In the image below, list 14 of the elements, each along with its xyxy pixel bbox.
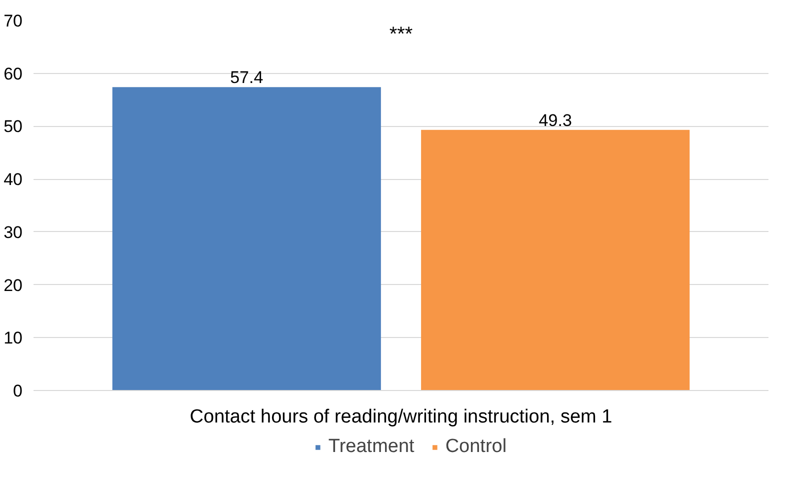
data-label: 57.4 xyxy=(230,68,264,88)
legend-label: Control xyxy=(445,436,507,458)
y-tick-label: 30 xyxy=(4,222,23,242)
y-tick-label: 20 xyxy=(4,276,23,295)
y-tick-label: 10 xyxy=(4,328,23,348)
x-tick-label: Contact hours of reading/writing instruction, sem 1 xyxy=(190,406,612,428)
y-tick-label: 40 xyxy=(4,170,23,190)
data-label: 49.3 xyxy=(538,110,572,130)
y-tick-label: 0 xyxy=(13,382,23,400)
y-tick-label: 60 xyxy=(4,64,23,84)
annotation: *** xyxy=(389,24,413,46)
y-tick-label: 70 xyxy=(4,12,23,30)
legend-label: Treatment xyxy=(328,436,414,458)
y-tick-label: 50 xyxy=(4,117,23,136)
